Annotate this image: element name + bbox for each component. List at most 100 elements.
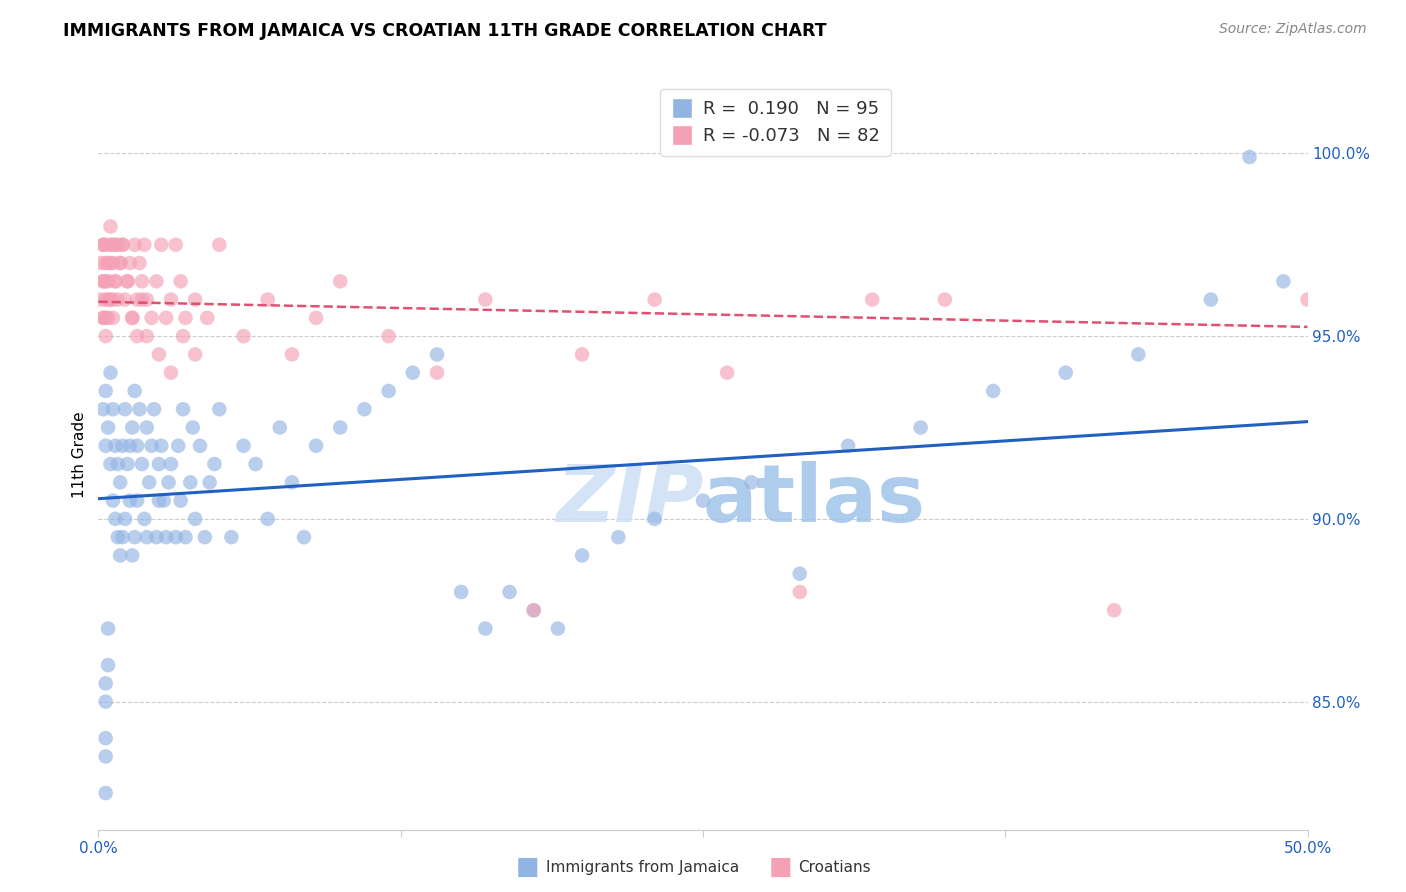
Point [121, 310, 143, 325]
Point [131, 274, 153, 288]
Point [135, 293, 157, 307]
Point [121, 549, 143, 563]
Point [101, 293, 124, 307]
Point [97, 420, 120, 434]
Point [150, 237, 173, 252]
Text: Source: ZipAtlas.com: Source: ZipAtlas.com [1219, 22, 1367, 37]
Point [121, 310, 143, 325]
Text: IMMIGRANTS FROM JAMAICA VS CROATIAN 11TH GRADE CORRELATION CHART: IMMIGRANTS FROM JAMAICA VS CROATIAN 11TH… [63, 22, 827, 40]
Point [94, 293, 117, 307]
Point [377, 384, 399, 398]
Point [256, 293, 278, 307]
Point [111, 439, 134, 453]
Point [571, 347, 593, 361]
Point [97, 274, 120, 288]
Point [188, 439, 211, 453]
Point [114, 402, 136, 417]
Point [208, 402, 231, 417]
Point [131, 457, 153, 471]
Point [450, 585, 472, 599]
Point [292, 530, 315, 544]
Point [740, 475, 762, 490]
Point [160, 293, 183, 307]
Point [692, 493, 714, 508]
Text: ZIP: ZIP [555, 461, 703, 539]
Point [281, 475, 304, 490]
Point [91, 274, 114, 288]
Point [121, 420, 143, 434]
Point [523, 603, 546, 617]
Legend: R =  0.190   N = 95, R = -0.073   N = 82: R = 0.190 N = 95, R = -0.073 N = 82 [659, 89, 891, 156]
Point [198, 475, 221, 490]
Point [131, 293, 153, 307]
Point [94, 256, 117, 270]
Point [124, 530, 146, 544]
Point [91, 237, 114, 252]
Point [148, 457, 170, 471]
Point [101, 310, 124, 325]
Point [145, 274, 167, 288]
Point [90, 256, 112, 270]
Point [100, 256, 122, 270]
Point [174, 530, 197, 544]
Point [97, 310, 120, 325]
Point [117, 274, 139, 288]
Point [94, 731, 117, 746]
Point [97, 658, 120, 673]
Point [107, 237, 129, 252]
Point [547, 622, 569, 636]
Point [169, 274, 191, 288]
Point [184, 512, 207, 526]
Point [269, 420, 291, 434]
Point [1128, 347, 1150, 361]
Point [91, 310, 114, 325]
Point [172, 402, 194, 417]
Point [934, 293, 956, 307]
Point [100, 219, 122, 234]
Point [127, 293, 149, 307]
Point [174, 310, 197, 325]
Point [118, 256, 141, 270]
Point [165, 237, 187, 252]
Point [94, 310, 117, 325]
Point [91, 402, 114, 417]
Point [221, 530, 243, 544]
Point [94, 237, 117, 252]
Point [148, 493, 170, 508]
Point [100, 237, 122, 252]
Point [305, 310, 328, 325]
Point [148, 347, 170, 361]
Point [114, 512, 136, 526]
Point [94, 786, 117, 800]
Point [101, 237, 124, 252]
Point [94, 274, 117, 288]
Point [167, 439, 190, 453]
Point [124, 237, 146, 252]
Point [101, 493, 124, 508]
Point [94, 676, 117, 690]
Point [172, 329, 194, 343]
Point [860, 293, 883, 307]
Point [107, 457, 129, 471]
Point [111, 237, 134, 252]
Point [94, 695, 117, 709]
Point [1272, 274, 1295, 288]
Point [91, 237, 114, 252]
Point [160, 366, 183, 380]
Point [607, 530, 630, 544]
Point [184, 293, 207, 307]
Point [281, 347, 304, 361]
Point [100, 457, 122, 471]
Point [94, 749, 117, 764]
Point [716, 366, 738, 380]
Point [305, 439, 328, 453]
Point [329, 420, 352, 434]
Point [107, 530, 129, 544]
Point [104, 512, 127, 526]
Text: ■: ■ [769, 855, 792, 879]
Point [208, 237, 231, 252]
Point [134, 237, 156, 252]
Point [91, 310, 114, 325]
Point [97, 256, 120, 270]
Point [128, 256, 150, 270]
